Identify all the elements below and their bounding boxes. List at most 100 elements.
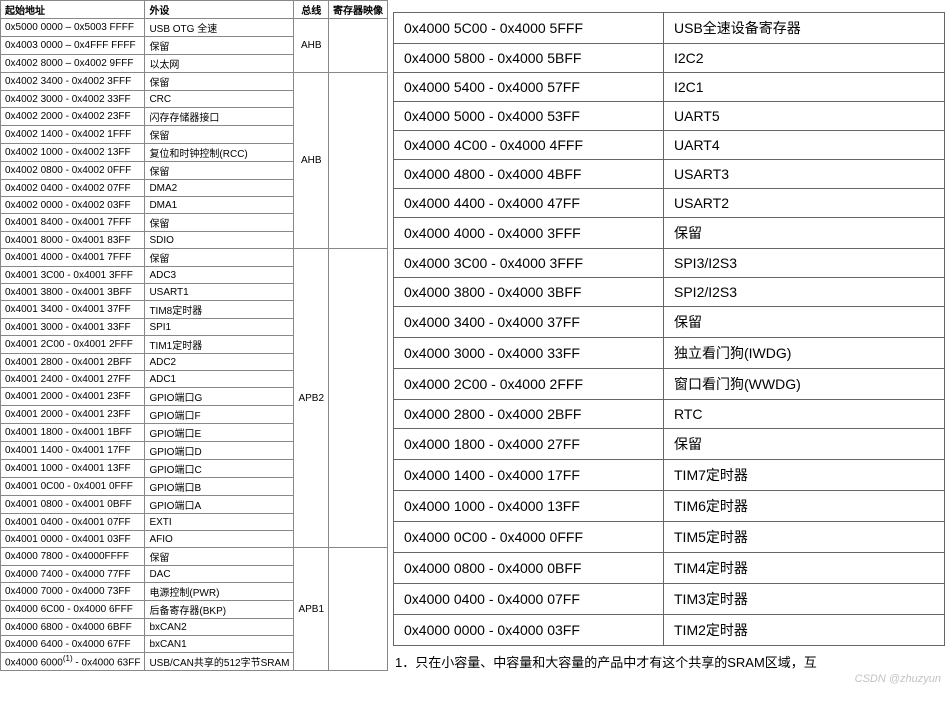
memory-map-right: 0x4000 5C00 - 0x4000 5FFFUSB全速设备寄存器0x400… (385, 0, 945, 703)
address-cell: 0x4001 0000 - 0x4001 03FF (1, 531, 145, 548)
address-cell: 0x4000 4400 - 0x4000 47FF (394, 189, 664, 218)
peripheral-cell: 保留 (145, 37, 294, 55)
address-cell: 0x4000 3C00 - 0x4000 3FFF (394, 249, 664, 278)
address-cell: 0x4000 0800 - 0x4000 0BFF (394, 553, 664, 584)
peripheral-cell: SDIO (145, 232, 294, 249)
regmap-cell (329, 548, 388, 671)
bus-cell: AHB (294, 73, 329, 249)
address-cell: 0x4001 0C00 - 0x4001 0FFF (1, 478, 145, 496)
description-cell: 保留 (664, 429, 945, 460)
address-cell: 0x4001 0400 - 0x4001 07FF (1, 514, 145, 531)
peripheral-cell: bxCAN2 (145, 619, 294, 636)
table-row: 0x4000 1400 - 0x4000 17FFTIM7定时器 (394, 460, 945, 491)
address-cell: 0x4000 1400 - 0x4000 17FF (394, 460, 664, 491)
table-row: 0x4000 0C00 - 0x4000 0FFFTIM5定时器 (394, 522, 945, 553)
address-cell: 0x4000 5000 - 0x4000 53FF (394, 102, 664, 131)
peripheral-cell: ADC3 (145, 267, 294, 284)
address-cell: 0x4000 2800 - 0x4000 2BFF (394, 400, 664, 429)
address-cell: 0x4001 2C00 - 0x4001 2FFF (1, 336, 145, 354)
peripheral-cell: DAC (145, 566, 294, 583)
table-row: 0x4000 5400 - 0x4000 57FFI2C1 (394, 73, 945, 102)
address-cell: 0x4001 1800 - 0x4001 1BFF (1, 424, 145, 442)
peripheral-cell: TIM8定时器 (145, 301, 294, 319)
peripheral-cell: bxCAN1 (145, 636, 294, 653)
peripheral-cell: 后备寄存器(BKP) (145, 601, 294, 619)
address-cell: 0x4001 2000 - 0x4001 23FF (1, 388, 145, 406)
table-row: 0x4002 3400 - 0x4002 3FFF保留AHB (1, 73, 388, 91)
address-cell: 0x4002 0800 - 0x4002 0FFF (1, 162, 145, 180)
address-cell: 0x4003 0000 – 0x4FFF FFFF (1, 37, 145, 55)
footnote-text: 1．只在小容量、中容量和大容量的产品中才有这个共享的SRAM区域，互 (393, 652, 945, 671)
address-cell: 0x4000 5C00 - 0x4000 5FFF (394, 13, 664, 44)
address-cell: 0x4000 1000 - 0x4000 13FF (394, 491, 664, 522)
address-cell: 0x4000 4000 - 0x4000 3FFF (394, 218, 664, 249)
address-cell: 0x4001 1400 - 0x4001 17FF (1, 442, 145, 460)
address-cell: 0x4002 8000 – 0x4002 9FFF (1, 55, 145, 73)
regmap-cell (329, 249, 388, 548)
address-cell: 0x4000 0C00 - 0x4000 0FFF (394, 522, 664, 553)
table-row: 0x4000 2800 - 0x4000 2BFFRTC (394, 400, 945, 429)
address-cell: 0x4001 4000 - 0x4001 7FFF (1, 249, 145, 267)
peripheral-cell: DMA1 (145, 197, 294, 214)
peripheral-cell: 保留 (145, 548, 294, 566)
peripheral-cell: USB OTG 全速 (145, 19, 294, 37)
peripheral-cell: EXTI (145, 514, 294, 531)
address-cell: 0x4002 3000 - 0x4002 33FF (1, 91, 145, 108)
address-cell: 0x4000 1800 - 0x4000 27FF (394, 429, 664, 460)
description-cell: UART5 (664, 102, 945, 131)
table-row: 0x4000 3C00 - 0x4000 3FFFSPI3/I2S3 (394, 249, 945, 278)
address-cell: 0x4000 3000 - 0x4000 33FF (394, 338, 664, 369)
address-cell: 0x4000 0400 - 0x4000 07FF (394, 584, 664, 615)
peripheral-cell: ADC1 (145, 371, 294, 388)
table-row: 0x4000 3000 - 0x4000 33FF独立看门狗(IWDG) (394, 338, 945, 369)
peripheral-cell: GPIO端口A (145, 496, 294, 514)
description-cell: SPI2/I2S3 (664, 278, 945, 307)
table-row: 0x4000 0800 - 0x4000 0BFFTIM4定时器 (394, 553, 945, 584)
description-cell: TIM6定时器 (664, 491, 945, 522)
description-cell: SPI3/I2S3 (664, 249, 945, 278)
peripheral-cell: 保留 (145, 162, 294, 180)
table-row: 0x4000 5000 - 0x4000 53FFUART5 (394, 102, 945, 131)
table-row: 0x4000 0000 - 0x4000 03FFTIM2定时器 (394, 615, 945, 646)
description-cell: TIM5定时器 (664, 522, 945, 553)
description-cell: 独立看门狗(IWDG) (664, 338, 945, 369)
table-row: 0x4000 3800 - 0x4000 3BFFSPI2/I2S3 (394, 278, 945, 307)
watermark-text: CSDN @zhuzyun (855, 673, 941, 685)
address-cell: 0x4000 5800 - 0x4000 5BFF (394, 44, 664, 73)
address-cell: 0x4000 2C00 - 0x4000 2FFF (394, 369, 664, 400)
address-cell: 0x4000 0000 - 0x4000 03FF (394, 615, 664, 646)
peripheral-cell: 保留 (145, 249, 294, 267)
peripheral-cell: 保留 (145, 126, 294, 144)
table-row: 0x4000 4400 - 0x4000 47FFUSART2 (394, 189, 945, 218)
address-cell: 0x4001 3000 - 0x4001 33FF (1, 319, 145, 336)
peripheral-cell: USB/CAN共享的512字节SRAM (145, 653, 294, 671)
description-cell: TIM3定时器 (664, 584, 945, 615)
address-cell: 0x4000 6800 - 0x4000 6BFF (1, 619, 145, 636)
register-map-table: 0x4000 5C00 - 0x4000 5FFFUSB全速设备寄存器0x400… (393, 12, 945, 646)
address-cell: 0x4002 2000 - 0x4002 23FF (1, 108, 145, 126)
address-cell: 0x4001 2000 - 0x4001 23FF (1, 406, 145, 424)
description-cell: I2C1 (664, 73, 945, 102)
peripheral-cell: GPIO端口F (145, 406, 294, 424)
peripheral-cell: GPIO端口E (145, 424, 294, 442)
address-cell: 0x4002 1400 - 0x4002 1FFF (1, 126, 145, 144)
address-cell: 0x4000 4C00 - 0x4000 4FFF (394, 131, 664, 160)
address-cell: 0x4002 0000 - 0x4002 03FF (1, 197, 145, 214)
peripheral-cell: TIM1定时器 (145, 336, 294, 354)
header-start-address: 起始地址 (1, 1, 145, 19)
address-cell: 0x4001 8400 - 0x4001 7FFF (1, 214, 145, 232)
address-cell: 0x4001 2400 - 0x4001 27FF (1, 371, 145, 388)
description-cell: USB全速设备寄存器 (664, 13, 945, 44)
peripheral-cell: 保留 (145, 73, 294, 91)
address-cell: 0x4001 3C00 - 0x4001 3FFF (1, 267, 145, 284)
peripheral-cell: GPIO端口B (145, 478, 294, 496)
table-row: 0x4000 7800 - 0x4000FFFF保留APB1 (1, 548, 388, 566)
address-cell: 0x4000 7400 - 0x4000 77FF (1, 566, 145, 583)
peripheral-cell: GPIO端口G (145, 388, 294, 406)
peripheral-address-table: 起始地址 外设 总线 寄存器映像 0x5000 0000 – 0x5003 FF… (0, 0, 388, 671)
peripheral-cell: 保留 (145, 214, 294, 232)
table-row: 0x4000 1800 - 0x4000 27FF保留 (394, 429, 945, 460)
address-cell: 0x4000 6400 - 0x4000 67FF (1, 636, 145, 653)
description-cell: RTC (664, 400, 945, 429)
peripheral-cell: SPI1 (145, 319, 294, 336)
